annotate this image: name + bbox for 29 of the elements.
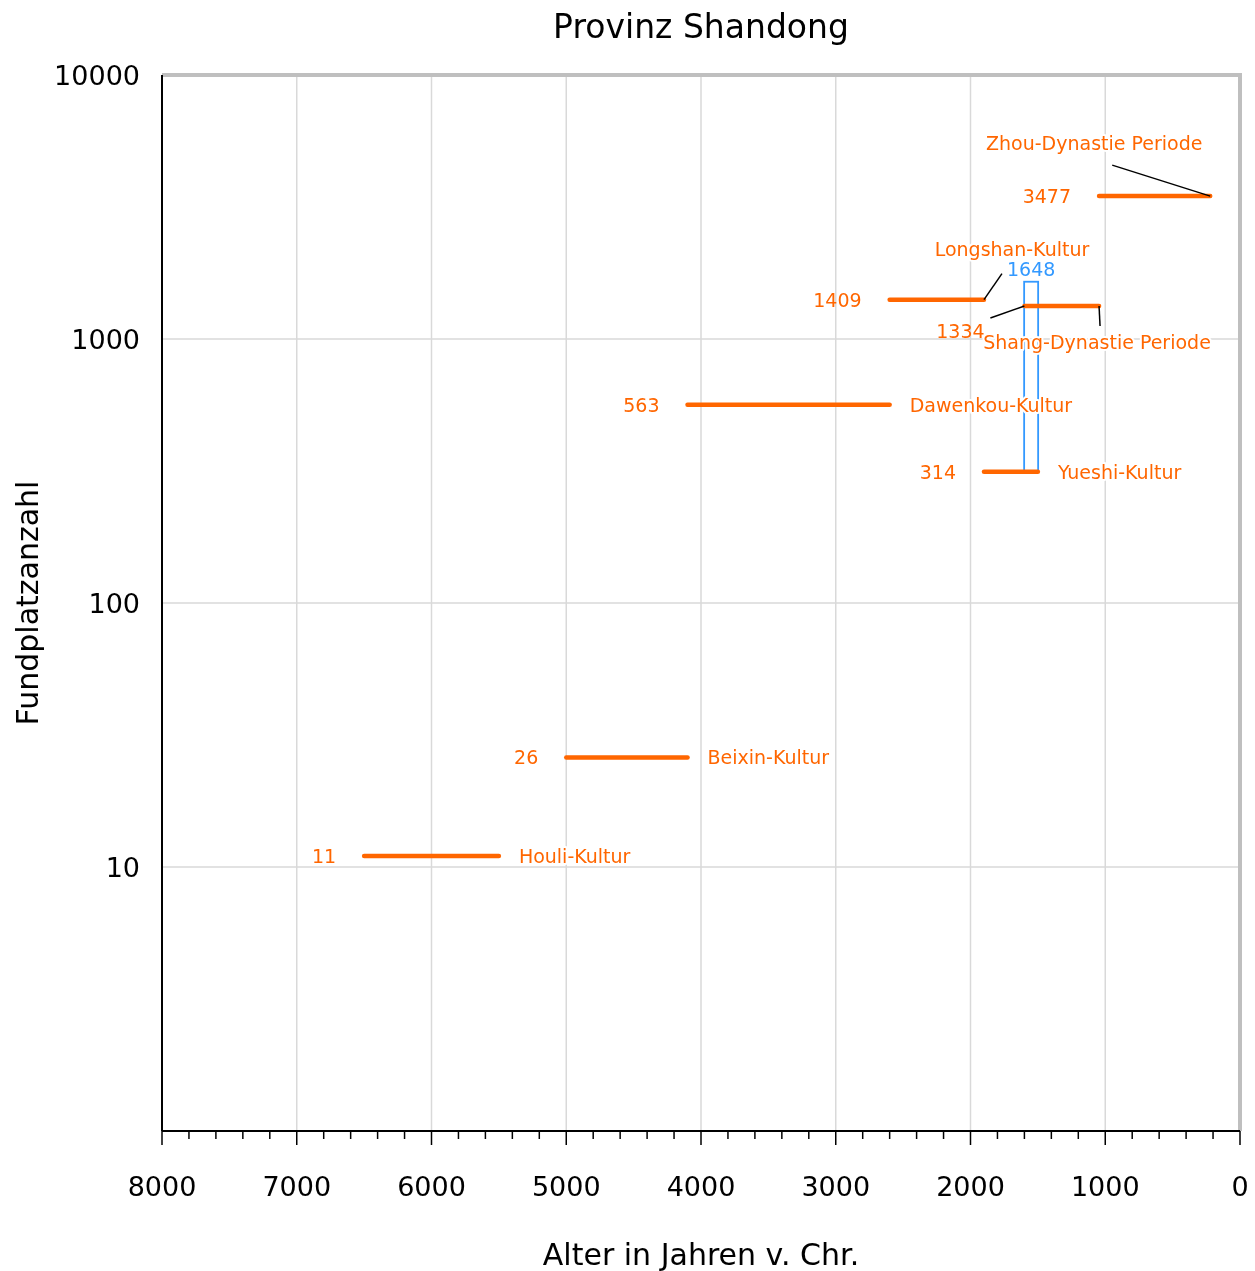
x-tick-label: 5000 [531,1171,601,1202]
x-tick-label: 4000 [666,1171,736,1202]
data-label: 26 [514,746,539,769]
x-axis-title: Alter in Jahren v. Chr. [542,1237,860,1271]
series-label: Beixin-Kultur [707,746,830,769]
x-tick-label: 2000 [936,1171,1005,1202]
chart-title: Provinz Shandong [553,7,849,46]
series-label: Houli-Kultur [518,845,631,868]
text: Zhou-Dynastie Periode [986,132,1203,155]
y-tick-label: 10000 [54,60,140,91]
data-label: 1334 [936,319,985,342]
y-tick-label: 10 [105,852,140,883]
y-tick-label: 100 [88,588,140,619]
x-tick-label: 7000 [262,1171,332,1202]
x-tick-label: 8000 [127,1171,197,1202]
data-label: 11 [311,845,337,868]
data-label: 563 [623,393,660,416]
x-tick-label: 0 [1231,1171,1249,1202]
data-label: 3477 [1022,185,1072,208]
y-axis-title: Fundplatzanzahl [10,480,45,726]
series-label: Yueshi-Kultur [1056,460,1182,483]
data-label: 1409 [813,288,862,311]
x-tick-label: 3000 [801,1171,871,1202]
text: Longshan-Kultur [934,237,1090,260]
data-label: 314 [919,460,956,483]
data-label: 1648 [1006,257,1056,280]
x-tick-label: 6000 [397,1171,466,1202]
y-tick-label: 1000 [71,324,140,355]
x-tick-label: 1000 [1070,1171,1140,1202]
